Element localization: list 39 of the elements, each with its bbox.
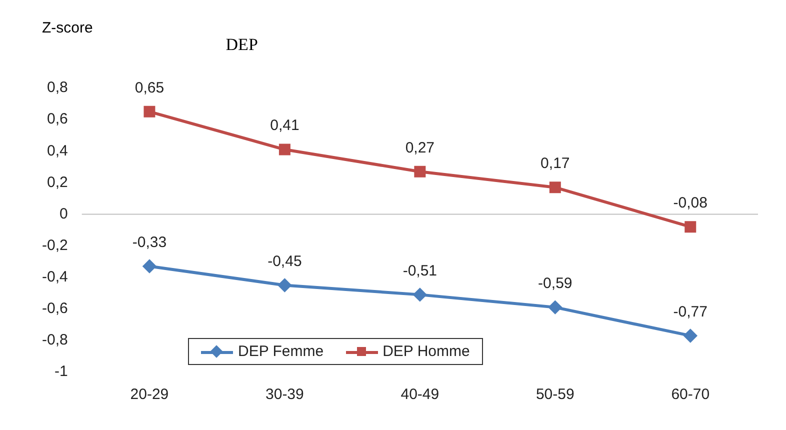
y-tick-label: 0,4: [46, 142, 68, 160]
point: [684, 221, 696, 233]
y-tick-label: -0,6: [42, 300, 68, 318]
x-tick-label: 60-70: [671, 386, 710, 404]
y-tick-label: -0,2: [42, 236, 68, 254]
data-label: -0,45: [268, 252, 302, 270]
point: [548, 300, 562, 314]
y-tick-label: -0,8: [42, 332, 68, 349]
point: [414, 166, 426, 178]
legend-label: DEP Femme: [238, 343, 324, 360]
point: [549, 182, 561, 194]
data-label: 0,27: [405, 139, 435, 156]
x-tick-label: 40-49: [400, 386, 440, 404]
y-tick-label: -1: [54, 363, 68, 380]
point: [413, 288, 426, 302]
x-tick-label: 50-59: [536, 386, 574, 404]
point: [278, 278, 292, 292]
data-label: -0,77: [673, 303, 708, 320]
legend-label: DEP Homme: [382, 343, 470, 360]
data-label: -0,51: [402, 262, 438, 280]
chart-title: DEP: [226, 34, 258, 54]
x-tick-label: 30-39: [266, 386, 304, 404]
point: [278, 144, 290, 156]
point: [144, 106, 156, 118]
y-tick-label: 0: [60, 205, 68, 222]
data-label: 0,17: [540, 155, 570, 172]
point: [142, 260, 156, 273]
y-axis-title: Z-score: [42, 20, 93, 37]
data-label: -0,33: [132, 234, 167, 251]
y-tick-label: -0,4: [42, 268, 68, 286]
point: [684, 329, 697, 342]
x-tick-label: 20-29: [130, 386, 169, 404]
y-tick-label: 0,8: [46, 79, 68, 96]
data-label: 0,41: [270, 117, 300, 134]
y-tick-label: 0,2: [46, 174, 68, 191]
data-label: -0,08: [673, 194, 708, 212]
data-label: 0,65: [134, 79, 164, 96]
data-label: -0,59: [538, 274, 572, 292]
y-tick-label: 0,6: [46, 110, 68, 128]
